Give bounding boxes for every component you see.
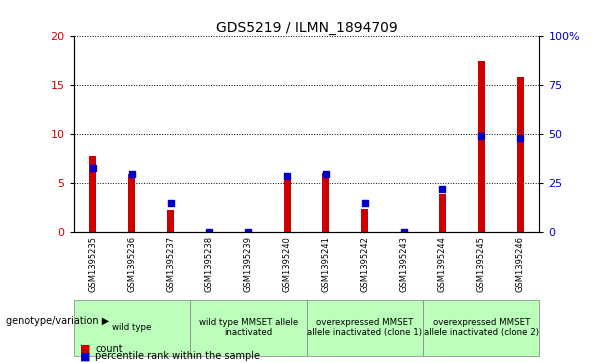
Point — [243, 229, 253, 235]
Text: ■: ■ — [80, 351, 90, 361]
Text: GSM1395242: GSM1395242 — [360, 236, 369, 292]
Bar — [478, 61, 485, 232]
Text: GSM1395238: GSM1395238 — [205, 236, 214, 292]
Bar — [128, 174, 135, 232]
Point — [282, 173, 292, 179]
Bar — [167, 210, 174, 232]
Text: overexpressed MMSET
allele inactivated (clone 1): overexpressed MMSET allele inactivated (… — [307, 318, 422, 338]
Text: GSM1395244: GSM1395244 — [438, 236, 447, 292]
Point — [205, 229, 215, 235]
Text: GSM1395243: GSM1395243 — [399, 236, 408, 292]
Text: wild type MMSET allele
inactivated: wild type MMSET allele inactivated — [199, 318, 298, 338]
Bar — [190, 300, 306, 356]
Bar — [517, 77, 524, 232]
Point — [398, 229, 408, 235]
Bar — [284, 175, 291, 232]
Bar — [89, 156, 96, 232]
Text: overexpressed MMSET
allele inactivated (clone 2): overexpressed MMSET allele inactivated (… — [424, 318, 539, 338]
Point — [360, 200, 370, 206]
Point — [515, 135, 525, 141]
Bar — [306, 300, 423, 356]
Text: wild type: wild type — [112, 323, 151, 332]
Text: genotype/variation ▶: genotype/variation ▶ — [6, 316, 109, 326]
Text: GSM1395245: GSM1395245 — [477, 236, 485, 292]
Title: GDS5219 / ILMN_1894709: GDS5219 / ILMN_1894709 — [216, 21, 397, 35]
Text: count: count — [95, 344, 123, 354]
Text: GSM1395237: GSM1395237 — [166, 236, 175, 292]
Point — [88, 165, 98, 171]
Bar — [439, 194, 446, 232]
Text: ■: ■ — [80, 344, 90, 354]
Point — [127, 171, 137, 176]
Point — [476, 134, 486, 139]
Bar — [423, 300, 539, 356]
Point — [438, 186, 447, 192]
Point — [166, 200, 175, 206]
Text: percentile rank within the sample: percentile rank within the sample — [95, 351, 260, 361]
Point — [321, 171, 331, 176]
Bar — [74, 300, 190, 356]
Text: GSM1395240: GSM1395240 — [283, 236, 292, 292]
Bar — [361, 209, 368, 232]
Text: GSM1395239: GSM1395239 — [244, 236, 253, 292]
Text: GSM1395246: GSM1395246 — [516, 236, 525, 292]
Bar — [322, 173, 329, 232]
Text: GSM1395241: GSM1395241 — [321, 236, 330, 292]
Text: GSM1395236: GSM1395236 — [128, 236, 136, 292]
Text: GSM1395235: GSM1395235 — [88, 236, 97, 292]
